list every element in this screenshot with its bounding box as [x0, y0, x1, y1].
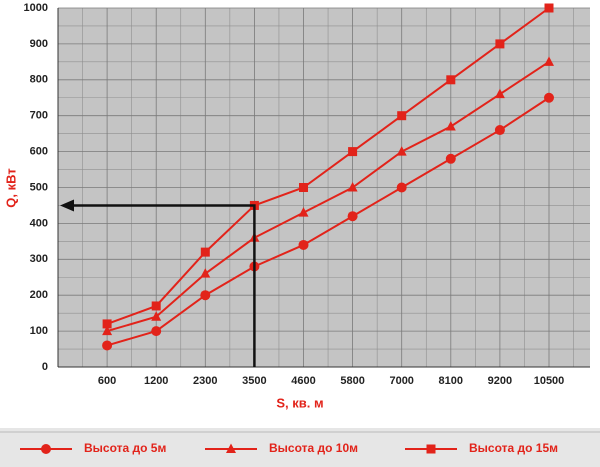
marker — [226, 443, 236, 453]
y-tick-label: 800 — [30, 74, 48, 86]
marker — [445, 120, 456, 131]
marker — [495, 39, 505, 49]
y-axis-title: Q, кВт — [3, 168, 18, 207]
marker — [396, 146, 407, 156]
y-tick-label: 200 — [30, 289, 48, 301]
x-tick-label: 1200 — [144, 375, 168, 387]
marker — [347, 211, 358, 222]
legend-label: Высота до 10м — [269, 441, 358, 455]
marker — [102, 325, 113, 336]
marker — [298, 239, 309, 250]
x-tick-label: 8100 — [439, 375, 463, 387]
y-tick-label: 1000 — [24, 2, 48, 14]
x-axis-title: S, кв. м — [276, 395, 323, 410]
y-tick-label: 900 — [30, 38, 48, 50]
marker — [41, 444, 51, 454]
x-tick-label: 4600 — [291, 375, 315, 387]
y-tick-label: 700 — [30, 110, 48, 122]
marker — [200, 247, 210, 257]
x-tick-label: 600 — [98, 375, 116, 387]
marker — [426, 444, 436, 454]
y-tick-label: 100 — [30, 325, 48, 337]
marker — [544, 3, 554, 13]
marker — [102, 319, 112, 329]
legend-label: Высота до 15м — [469, 441, 558, 455]
marker — [494, 125, 505, 136]
legend-band — [0, 428, 600, 467]
marker — [200, 268, 211, 278]
marker — [445, 153, 456, 164]
marker — [348, 147, 358, 157]
y-tick-label: 500 — [30, 181, 48, 193]
y-tick-label: 300 — [30, 253, 48, 265]
x-tick-label: 2300 — [193, 375, 217, 387]
x-tick-label: 9200 — [488, 375, 512, 387]
x-tick-label: 10500 — [534, 375, 565, 387]
series-line — [106, 7, 550, 325]
marker — [151, 311, 162, 321]
marker — [347, 182, 358, 192]
marker — [396, 182, 407, 193]
marker — [544, 56, 554, 66]
y-tick-label: 0 — [42, 361, 48, 373]
y-tick-label: 400 — [30, 217, 48, 229]
marker — [298, 207, 309, 217]
x-tick-label: 3500 — [242, 375, 266, 387]
series-line — [106, 96, 550, 347]
marker — [151, 301, 161, 311]
marker — [151, 326, 162, 337]
marker — [446, 75, 456, 85]
legend-label: Высота до 5м — [84, 441, 166, 455]
marker — [299, 183, 308, 192]
x-tick-label: 7000 — [389, 375, 413, 387]
marker — [397, 111, 407, 121]
series-line — [106, 61, 550, 333]
marker — [544, 92, 554, 103]
marker — [494, 88, 505, 99]
y-tick-label: 600 — [30, 146, 48, 158]
marker — [200, 290, 211, 301]
x-tick-label: 5800 — [340, 375, 364, 387]
reading-arrow — [70, 204, 256, 367]
marker — [102, 340, 113, 351]
arrow-head — [60, 199, 74, 212]
